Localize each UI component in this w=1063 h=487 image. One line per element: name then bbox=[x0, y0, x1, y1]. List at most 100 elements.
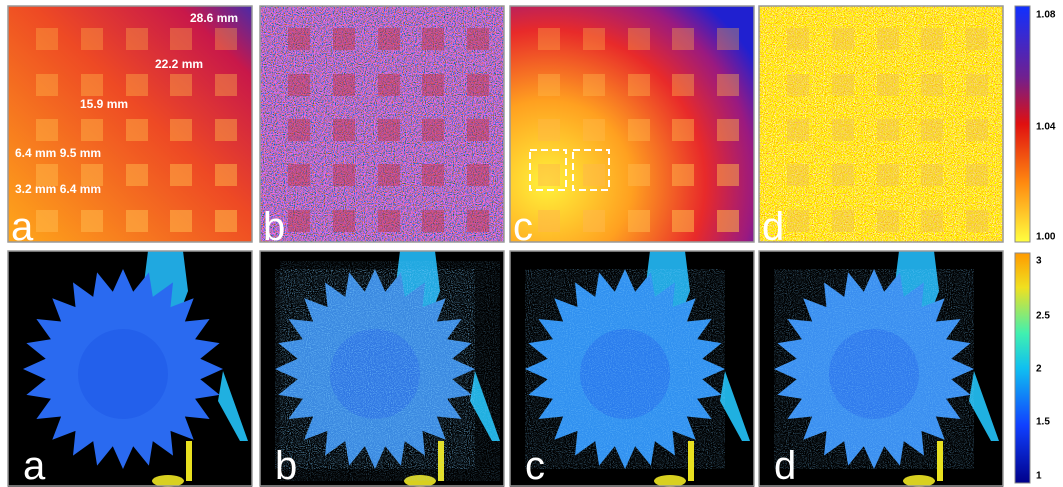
stem bbox=[688, 441, 694, 481]
flower-center bbox=[78, 329, 168, 419]
colorbar-tick-label: 1.00 bbox=[1036, 232, 1056, 243]
square bbox=[672, 164, 694, 186]
colorbar-tick-label: 1.08 bbox=[1036, 10, 1056, 21]
square bbox=[378, 164, 400, 186]
square bbox=[288, 28, 310, 50]
square bbox=[966, 164, 988, 186]
bottom-panel: c bbox=[510, 251, 754, 487]
square bbox=[877, 28, 899, 50]
square bbox=[787, 74, 809, 96]
square bbox=[378, 210, 400, 232]
square bbox=[215, 210, 237, 232]
square bbox=[170, 74, 192, 96]
square bbox=[378, 119, 400, 141]
square bbox=[36, 28, 58, 50]
square bbox=[422, 119, 444, 141]
panel-label: d bbox=[774, 444, 796, 487]
bottom-panel: b bbox=[260, 251, 504, 487]
square bbox=[966, 28, 988, 50]
square bbox=[583, 28, 605, 50]
square bbox=[672, 74, 694, 96]
square bbox=[832, 164, 854, 186]
square bbox=[717, 74, 739, 96]
square bbox=[170, 119, 192, 141]
square bbox=[467, 164, 489, 186]
annotation: 22.2 mm bbox=[155, 57, 203, 71]
colorbar-tick-label: 1.04 bbox=[1036, 122, 1056, 133]
square bbox=[538, 164, 560, 186]
annotation: 3.2 mm 6.4 mm bbox=[15, 182, 101, 196]
square bbox=[333, 74, 355, 96]
pot bbox=[152, 475, 184, 487]
colorbar-tick-label: 1.5 bbox=[1036, 417, 1050, 428]
square bbox=[288, 210, 310, 232]
pot bbox=[654, 475, 686, 487]
square bbox=[717, 164, 739, 186]
noise bbox=[774, 269, 974, 469]
square bbox=[333, 210, 355, 232]
square bbox=[288, 164, 310, 186]
panel-label: c bbox=[513, 205, 533, 249]
square bbox=[81, 74, 103, 96]
square bbox=[126, 119, 148, 141]
square bbox=[628, 164, 650, 186]
square bbox=[966, 119, 988, 141]
square bbox=[583, 210, 605, 232]
square bbox=[81, 210, 103, 232]
square bbox=[126, 28, 148, 50]
square bbox=[467, 210, 489, 232]
square bbox=[583, 164, 605, 186]
pot bbox=[903, 475, 935, 487]
square bbox=[288, 74, 310, 96]
square bbox=[378, 28, 400, 50]
square bbox=[36, 74, 58, 96]
colorbar-tick-label: 2.5 bbox=[1036, 311, 1050, 322]
square bbox=[832, 119, 854, 141]
square bbox=[787, 119, 809, 141]
square bbox=[333, 28, 355, 50]
square bbox=[628, 119, 650, 141]
annotation: 6.4 mm 9.5 mm bbox=[15, 146, 101, 160]
square bbox=[877, 74, 899, 96]
square bbox=[628, 28, 650, 50]
square bbox=[170, 28, 192, 50]
square bbox=[787, 28, 809, 50]
square bbox=[921, 119, 943, 141]
square bbox=[333, 164, 355, 186]
panel-label: d bbox=[762, 205, 784, 249]
square bbox=[672, 119, 694, 141]
square bbox=[877, 119, 899, 141]
square bbox=[538, 74, 560, 96]
bottom-panel: a bbox=[8, 251, 252, 487]
square bbox=[921, 74, 943, 96]
top-panel: d bbox=[759, 6, 1003, 249]
figure: 1.08 1.04 1.00 3 2.5 2 1.5 1 abcd28.6 mm… bbox=[0, 0, 1063, 487]
square bbox=[787, 210, 809, 232]
square bbox=[333, 119, 355, 141]
noise bbox=[525, 269, 725, 469]
square bbox=[422, 164, 444, 186]
square bbox=[966, 210, 988, 232]
square bbox=[215, 74, 237, 96]
square bbox=[832, 28, 854, 50]
square bbox=[170, 164, 192, 186]
panel-label: b bbox=[275, 444, 297, 487]
panel-label: a bbox=[23, 444, 46, 487]
square bbox=[966, 74, 988, 96]
square bbox=[378, 74, 400, 96]
square bbox=[422, 210, 444, 232]
square bbox=[81, 119, 103, 141]
square bbox=[215, 119, 237, 141]
colorbar bbox=[1015, 253, 1030, 483]
annotation: 15.9 mm bbox=[80, 97, 128, 111]
square bbox=[672, 28, 694, 50]
panel-label: c bbox=[525, 444, 545, 487]
square bbox=[36, 119, 58, 141]
noise bbox=[280, 261, 500, 481]
square bbox=[36, 210, 58, 232]
top-panel: b bbox=[260, 6, 504, 249]
square bbox=[126, 164, 148, 186]
square bbox=[81, 28, 103, 50]
colorbar-tick-label: 2 bbox=[1036, 364, 1042, 375]
colorbar bbox=[1015, 6, 1030, 242]
